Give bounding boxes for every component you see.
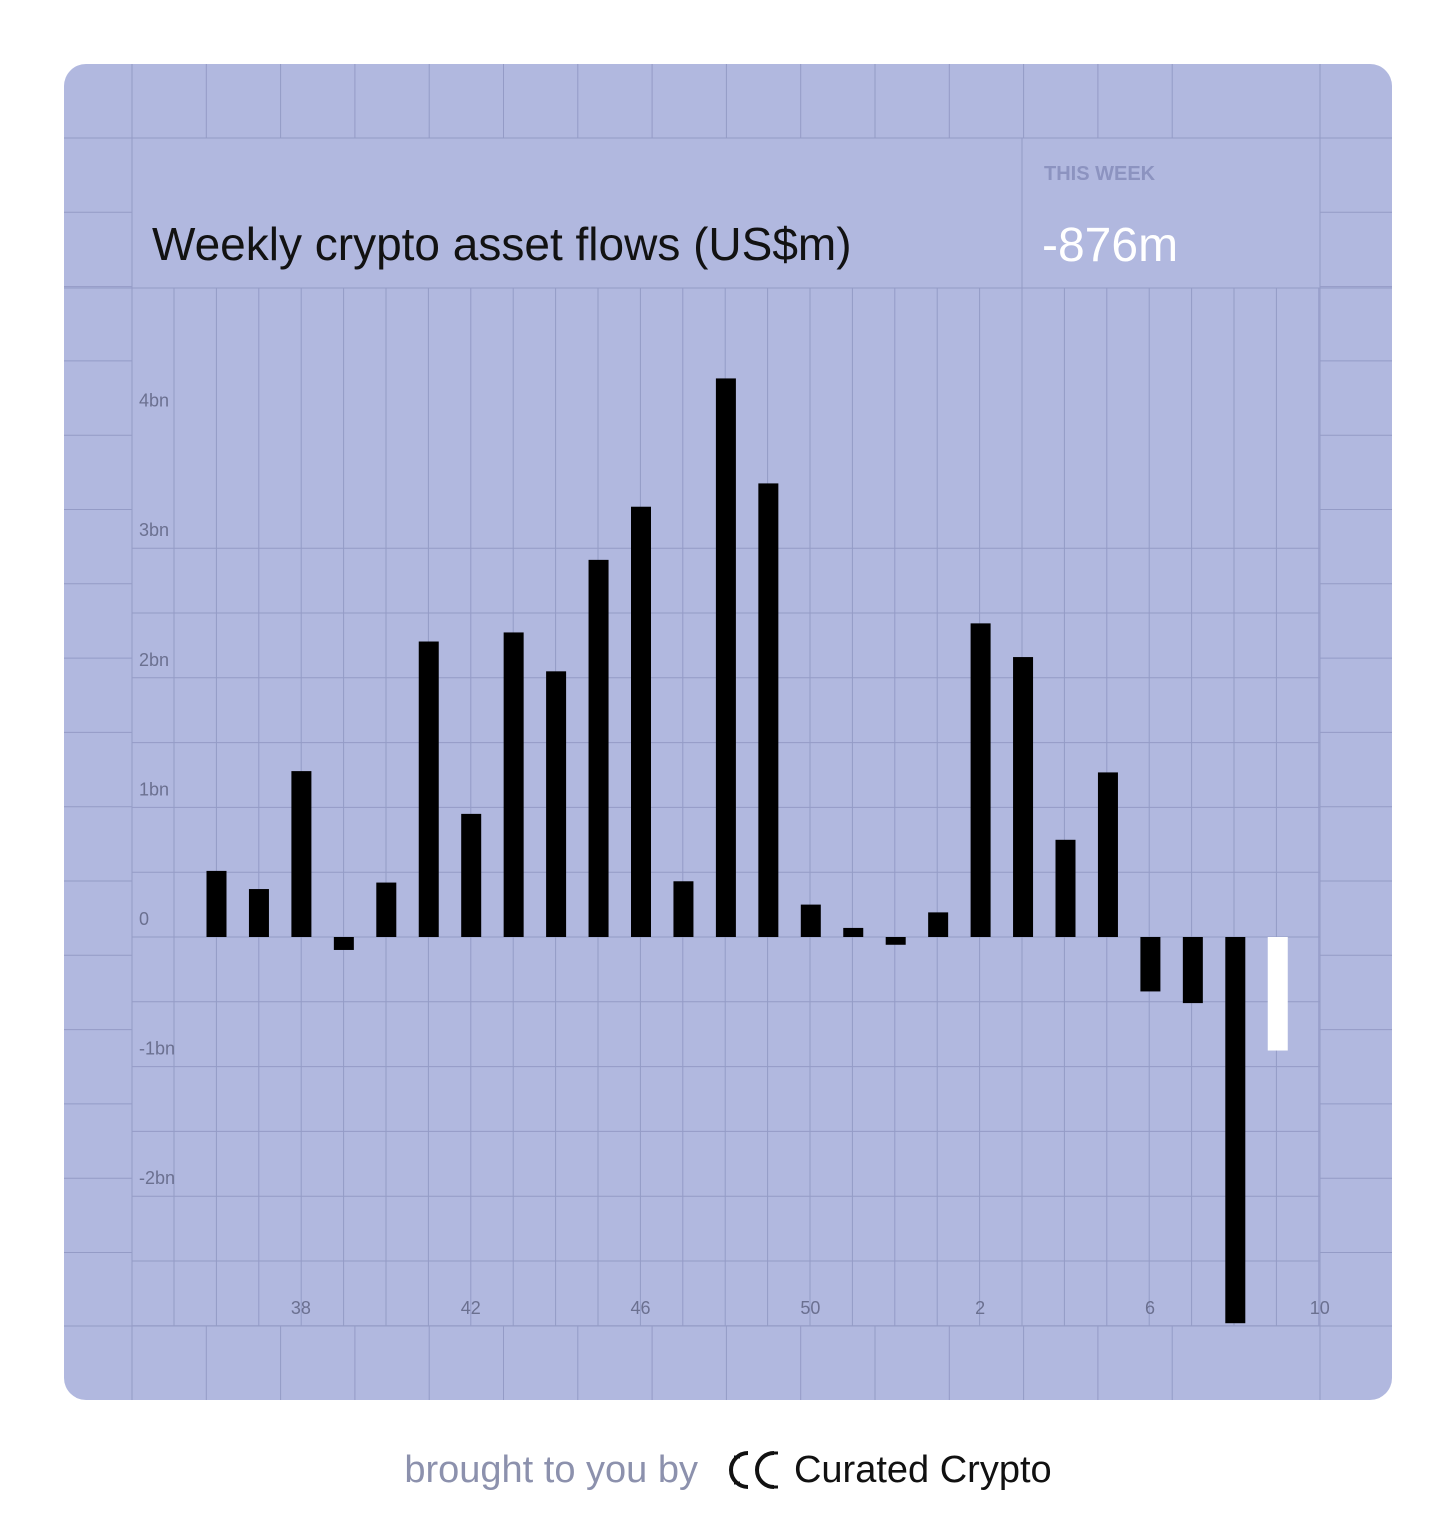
x-tick-label: 10 [1310, 1298, 1330, 1318]
bar [928, 912, 949, 937]
bar [715, 378, 736, 937]
chart-svg: Weekly crypto asset flows (US$m) THIS WEE… [64, 64, 1392, 1400]
footer-brand: Curated Crypto [793, 1448, 1052, 1491]
y-tick-label: 2bn [139, 650, 169, 670]
y-tick-label: 3bn [139, 520, 169, 540]
bar [1225, 937, 1246, 1324]
bar [885, 937, 906, 945]
bar [248, 889, 269, 937]
y-tick-label: -2bn [139, 1168, 175, 1188]
curated-crypto-logo-icon [726, 1447, 780, 1493]
x-tick-label: 6 [1145, 1298, 1155, 1318]
bar [333, 937, 354, 950]
bar [418, 641, 439, 937]
highlight-label: THIS WEEK [1044, 163, 1156, 185]
bar [970, 623, 991, 937]
bar [673, 881, 694, 937]
chart-card: Weekly crypto asset flows (US$m) THIS WEE… [64, 64, 1392, 1400]
y-tick-label: 0 [139, 909, 149, 929]
bar [631, 506, 651, 937]
y-tick-label: 4bn [139, 391, 169, 411]
x-tick-label: 2 [975, 1298, 985, 1318]
x-tick-label: 46 [631, 1298, 651, 1318]
bar [503, 632, 524, 937]
bar [1055, 839, 1076, 937]
bar [376, 882, 397, 937]
bar [1140, 937, 1161, 992]
bar [800, 904, 821, 937]
bar [1182, 937, 1203, 1004]
x-tick-label: 42 [461, 1298, 481, 1318]
x-tick-label: 50 [800, 1298, 820, 1318]
footer-prefix: brought to you by [404, 1448, 698, 1491]
highlight-value: -876m [1042, 219, 1178, 272]
bar [1267, 937, 1288, 1051]
bar [1013, 657, 1034, 937]
y-tick-label: -1bn [139, 1039, 175, 1059]
bar [206, 870, 227, 937]
x-tick-label: 38 [291, 1298, 311, 1318]
bar [843, 927, 864, 937]
bar [588, 559, 609, 937]
bar [546, 671, 567, 937]
bar [461, 813, 482, 937]
y-tick-label: 1bn [139, 779, 169, 799]
chart-title: Weekly crypto asset flows (US$m) [152, 218, 852, 270]
bar [1097, 772, 1118, 937]
footer: brought to you by Curated Crypto [0, 1440, 1456, 1500]
bar [291, 771, 312, 937]
bar [758, 483, 779, 937]
